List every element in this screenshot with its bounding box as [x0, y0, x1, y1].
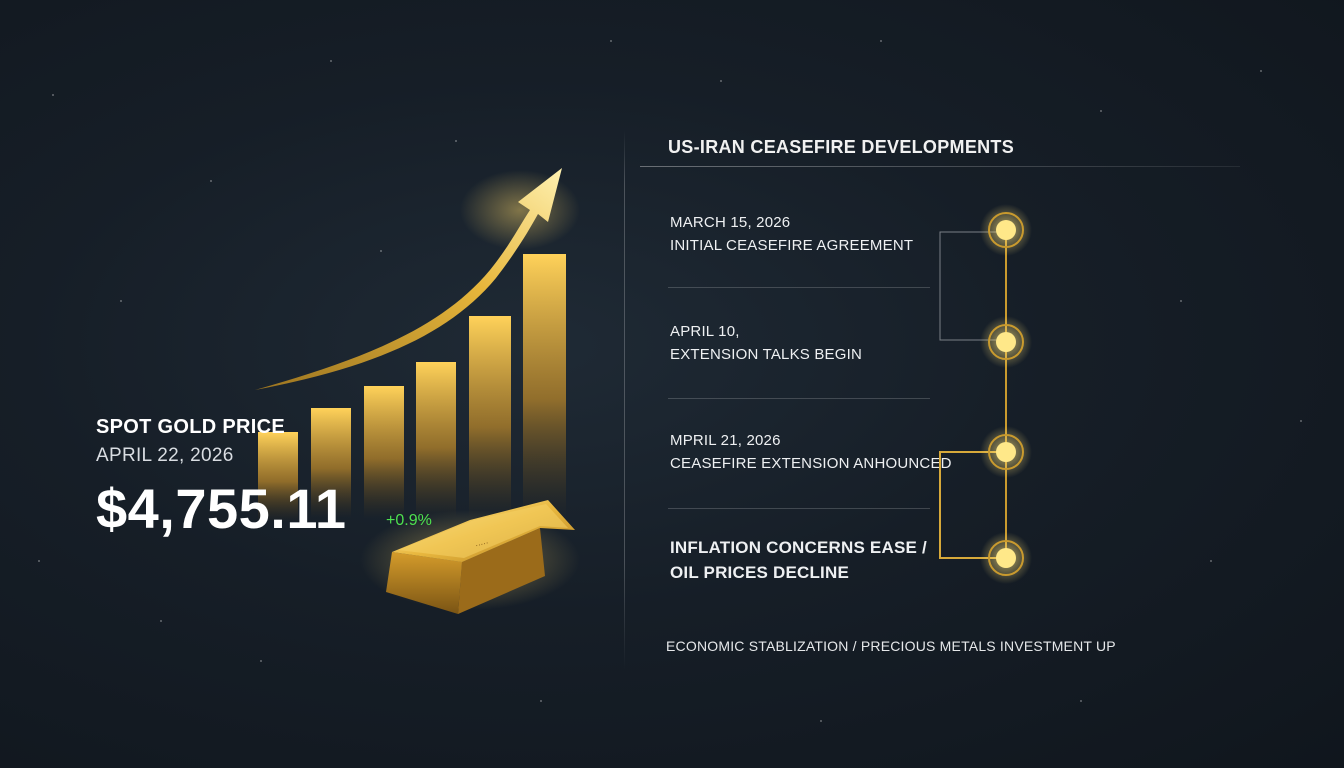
- growth-bar-5: [469, 316, 511, 518]
- event-label: INITIAL CEASEFIRE AGREEMENT: [670, 237, 914, 254]
- timeline-node-icon: [980, 316, 1032, 368]
- price-change-badge: +0.9%: [386, 512, 432, 529]
- timeline-node-icon: [980, 204, 1032, 256]
- timeline-footer: ECONOMIC STABLIZATION / PRECIOUS METALS …: [666, 638, 1116, 654]
- timeline-event-2: APRIL 10, EXTENSION TALKS BEGIN: [670, 320, 862, 366]
- event-label: OIL PRICES DECLINE: [670, 563, 849, 582]
- svg-text:·····: ·····: [474, 538, 489, 550]
- timeline-node-icon: [980, 532, 1032, 584]
- timeline-event-4: INFLATION CONCERNS EASE / OIL PRICES DEC…: [670, 535, 927, 585]
- event-date: MARCH 15, 2026: [670, 214, 791, 231]
- panel-divider: [624, 130, 625, 670]
- row-divider: [668, 287, 930, 288]
- spot-gold-title: SPOT GOLD PRICE: [96, 416, 285, 438]
- event-date: APRIL 10,: [670, 323, 740, 340]
- growth-bar-2: [311, 408, 351, 518]
- timeline-connector: [939, 204, 1032, 584]
- growth-bar-4: [416, 362, 456, 518]
- timeline-node-icon: [980, 426, 1032, 478]
- timeline-title: US-IRAN CEASEFIRE DEVELOPMENTS: [668, 137, 1015, 157]
- rising-bars: [258, 254, 566, 522]
- growth-bar-6: [523, 254, 566, 518]
- title-underline: [640, 166, 1240, 167]
- spot-gold-panel: SPOT GOLD PRICE APRIL 22, 2026 $4,755.11…: [96, 416, 432, 540]
- row-divider: [668, 508, 930, 509]
- spot-gold-price: $4,755.11: [96, 477, 347, 540]
- rising-arrow-icon: [255, 168, 580, 390]
- event-label: EXTENSION TALKS BEGIN: [670, 346, 863, 363]
- gold-bar-icon: ·····: [360, 500, 580, 614]
- row-divider: [668, 398, 930, 399]
- event-headline: INFLATION CONCERNS EASE /: [670, 538, 927, 557]
- spot-gold-date: APRIL 22, 2026: [96, 445, 234, 466]
- timeline-event-1: MARCH 15, 2026 INITIAL CEASEFIRE AGREEME…: [670, 211, 913, 257]
- growth-bar-1: [258, 432, 298, 522]
- event-label: CEASEFIRE EXTENSION ANHOUNCED: [670, 455, 952, 472]
- event-date: MPRIL 21, 2026: [670, 432, 781, 449]
- growth-bar-3: [364, 386, 404, 518]
- timeline-event-3: MPRIL 21, 2026 CEASEFIRE EXTENSION ANHOU…: [670, 429, 952, 475]
